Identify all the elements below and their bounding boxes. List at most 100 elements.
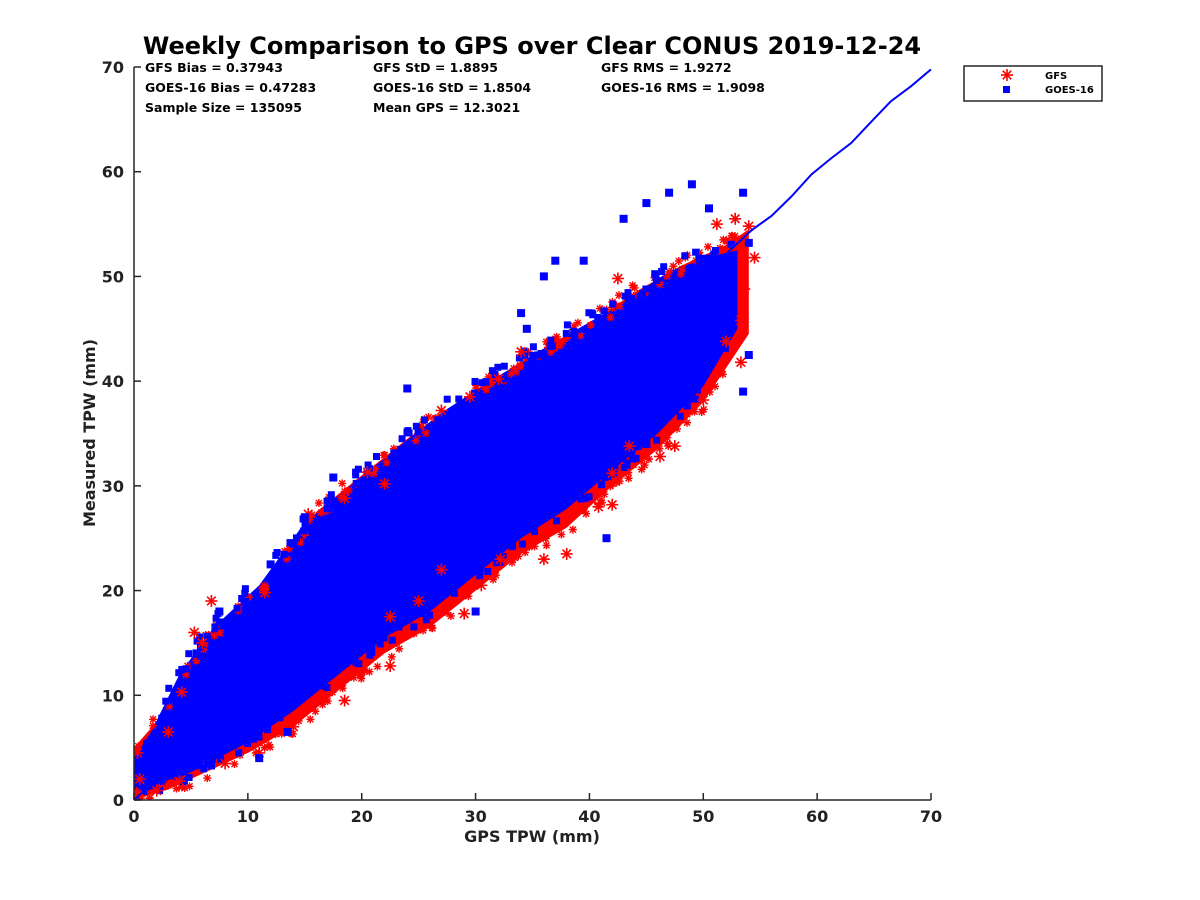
gfs-cloud-marker [547, 348, 555, 357]
goes16-cloud-marker [300, 527, 308, 535]
goes16-cloud-marker [692, 248, 700, 256]
goes16-point [289, 539, 298, 548]
gfs-point [710, 218, 723, 231]
stat-goes-rms: GOES-16 RMS = 1.9098 [601, 80, 765, 95]
goes16-cloud-marker [264, 726, 272, 734]
gfs-cloud-marker [373, 662, 382, 671]
goes16-cloud-marker [366, 465, 373, 473]
goes16-cloud-marker [158, 714, 166, 722]
goes16-cloud-marker [594, 314, 602, 321]
goes16-cloud-marker [621, 292, 629, 300]
goes16-cloud-marker [628, 450, 636, 458]
gfs-point [611, 272, 624, 285]
goes16-cloud-marker [272, 551, 280, 559]
gfs-cloud-marker [582, 509, 591, 518]
gfs-cloud-marker [298, 708, 307, 717]
goes16-cloud-marker [553, 517, 561, 525]
goes16-cloud-marker [414, 428, 422, 436]
goes16-cloud-marker [241, 589, 249, 597]
goes16-cloud-marker [395, 623, 403, 631]
gfs-point [606, 467, 619, 480]
gfs-point [458, 607, 471, 620]
goes16-cloud-marker [372, 505, 380, 513]
gfs-cloud-marker [542, 541, 551, 550]
goes16-point [192, 649, 201, 658]
gfs-cloud-marker [311, 707, 320, 716]
gfs-cloud-marker [373, 647, 382, 656]
goes16-cloud-marker [676, 337, 684, 344]
gfs-point [173, 775, 186, 788]
goes16-cloud-marker [484, 428, 492, 435]
goes16-cloud-marker [562, 329, 570, 337]
goes16-cloud-marker [142, 746, 150, 754]
y-tick-label: 10 [102, 686, 124, 705]
goes16-cloud-marker [452, 478, 460, 486]
goes16-cloud-marker [518, 472, 526, 480]
goes16-cloud-marker [658, 268, 666, 275]
goes16-cloud-marker [351, 645, 359, 653]
goes16-cloud-marker [601, 460, 609, 468]
gfs-point [494, 553, 507, 566]
gfs-point [219, 757, 232, 770]
y-tick-label: 20 [102, 582, 124, 601]
gfs-cloud-marker [380, 450, 389, 459]
goes16-cloud-marker [648, 352, 656, 360]
goes16-cloud-marker [259, 609, 267, 617]
goes16-cloud-marker [193, 637, 201, 645]
goes16-cloud-marker [651, 420, 658, 428]
goes16-cloud-marker [253, 676, 261, 683]
gfs-cloud-marker [556, 341, 565, 350]
gfs-point [734, 314, 747, 327]
goes16-point [739, 387, 748, 396]
goes16-point [517, 309, 526, 318]
gfs-point [258, 586, 271, 599]
goes16-cloud-marker [182, 665, 190, 673]
goes16-cloud-marker [313, 576, 321, 584]
goes16-cloud-marker [530, 528, 538, 536]
goes16-cloud-marker [623, 459, 631, 467]
gfs-point [738, 283, 751, 295]
goes16-cloud-marker [544, 361, 552, 368]
goes16-cloud-marker [680, 368, 688, 375]
y-tick-label: 0 [113, 791, 124, 810]
goes16-cloud-marker [518, 540, 526, 548]
goes16-point [255, 754, 264, 763]
goes16-cloud-marker [620, 428, 628, 436]
goes16-cloud-marker [690, 384, 698, 392]
goes16-point [744, 351, 753, 359]
goes16-cloud-marker [711, 346, 719, 354]
gfs-cloud-marker [387, 652, 396, 661]
goes16-cloud-marker [208, 756, 216, 763]
goes16-cloud-marker [476, 572, 484, 580]
gfs-cloud-marker [557, 530, 566, 539]
goes16-cloud-marker [559, 458, 567, 466]
goes16-cloud-marker [293, 690, 301, 698]
goes16-cloud-marker [620, 464, 628, 471]
gfs-cloud-marker [719, 235, 728, 244]
gfs-cloud-marker [619, 469, 628, 478]
goes16-cloud-marker [255, 645, 263, 653]
x-tick-label: 20 [351, 807, 373, 826]
goes16-cloud-marker [166, 772, 174, 780]
gfs-cloud-marker [306, 715, 315, 724]
goes16-cloud-marker [705, 254, 713, 262]
gfs-point [729, 212, 742, 225]
goes16-cloud-marker [208, 762, 215, 770]
goes16-cloud-marker [196, 643, 204, 651]
goes16-cloud-marker [166, 760, 174, 768]
gfs-point [720, 335, 733, 348]
goes16-cloud-marker [592, 341, 600, 349]
goes16-cloud-marker [283, 574, 291, 582]
goes16-cloud-marker [570, 327, 578, 335]
goes16-cloud-marker [362, 566, 369, 574]
goes16-cloud-marker [301, 520, 309, 528]
goes16-cloud-marker [508, 543, 516, 551]
gfs-cloud-marker [427, 621, 436, 630]
goes16-cloud-marker [196, 633, 204, 641]
goes16-cloud-marker [233, 604, 241, 612]
goes16-cloud-marker [525, 497, 533, 505]
goes16-cloud-marker [691, 302, 699, 310]
goes16-cloud-marker [529, 351, 537, 359]
